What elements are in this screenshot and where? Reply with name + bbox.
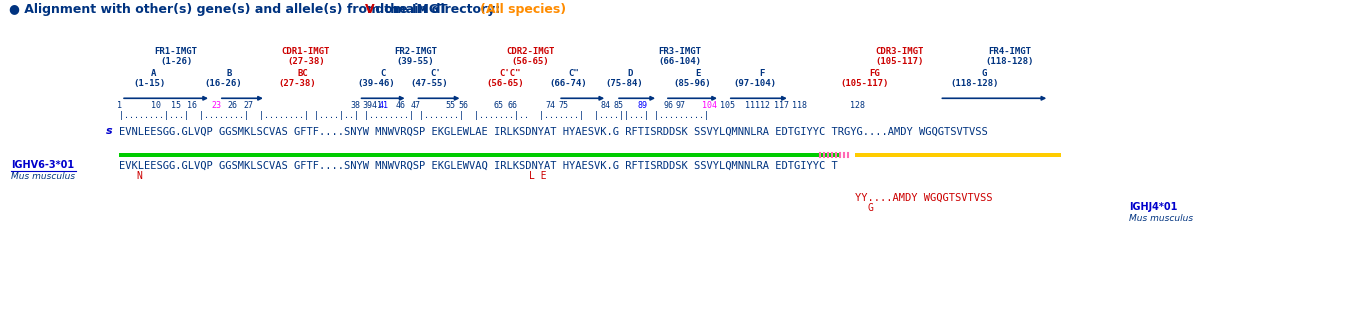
Text: (1-15): (1-15) <box>132 79 165 88</box>
Text: EVNLEESGG.GLVQP GGSMKLSCVAS GFTF....SNYW MNWVRQSP EKGLEWLAE IRLKSDNYAT HYAESVK.G: EVNLEESGG.GLVQP GGSMKLSCVAS GFTF....SNYW… <box>119 126 988 136</box>
Text: 26: 26 <box>228 101 238 110</box>
Text: (85-96): (85-96) <box>674 79 711 88</box>
Text: D: D <box>628 69 633 78</box>
Text: (27-38): (27-38) <box>288 57 324 66</box>
Text: N: N <box>136 171 142 181</box>
Text: 117: 117 <box>775 101 790 110</box>
Text: Mus musculus: Mus musculus <box>11 172 76 181</box>
Text: 23: 23 <box>211 101 221 110</box>
Text: C'C": C'C" <box>500 69 521 78</box>
Text: Mus musculus: Mus musculus <box>1129 214 1193 223</box>
Text: FG: FG <box>869 69 880 78</box>
Text: 46: 46 <box>396 101 405 110</box>
Text: B: B <box>227 69 232 78</box>
Text: (1-26): (1-26) <box>159 57 192 66</box>
Text: (56-65): (56-65) <box>486 79 524 88</box>
Text: (16-26): (16-26) <box>204 79 242 88</box>
Text: A: A <box>150 69 155 78</box>
Text: V: V <box>364 3 375 16</box>
Text: 74: 74 <box>545 101 555 110</box>
Text: C': C' <box>431 69 441 78</box>
Text: 105: 105 <box>721 101 736 110</box>
Text: IGHV6-3*01: IGHV6-3*01 <box>11 161 74 170</box>
Text: 10: 10 <box>151 101 161 110</box>
Text: (66-74): (66-74) <box>549 79 587 88</box>
Text: (39-46): (39-46) <box>358 79 396 88</box>
Text: 55: 55 <box>446 101 455 110</box>
Text: G: G <box>981 69 987 78</box>
Text: 27: 27 <box>244 101 254 110</box>
Text: 65: 65 <box>493 101 504 110</box>
Text: 1: 1 <box>116 101 122 110</box>
Text: FR3-IMGT: FR3-IMGT <box>659 47 702 56</box>
Text: (105-117): (105-117) <box>875 57 923 66</box>
Text: (105-117): (105-117) <box>841 79 888 88</box>
Text: IGHJ4*01: IGHJ4*01 <box>1129 202 1177 212</box>
Text: CDR3-IMGT: CDR3-IMGT <box>875 47 923 56</box>
Text: 97: 97 <box>676 101 686 110</box>
Text: 38: 38 <box>351 101 360 110</box>
Text: 96: 96 <box>663 101 674 110</box>
Text: 41: 41 <box>378 101 389 110</box>
Text: 128: 128 <box>850 101 865 110</box>
Text: (118-128): (118-128) <box>950 79 999 88</box>
Text: (47-55): (47-55) <box>410 79 448 88</box>
Text: (97-104): (97-104) <box>733 79 776 88</box>
Text: E: E <box>695 69 701 78</box>
Text: 3941: 3941 <box>363 101 382 110</box>
Text: 47: 47 <box>410 101 421 110</box>
Text: 75: 75 <box>559 101 568 110</box>
Text: 66: 66 <box>508 101 517 110</box>
Text: 11112: 11112 <box>745 101 771 110</box>
Text: (75-84): (75-84) <box>605 79 643 88</box>
Text: 15: 15 <box>171 101 181 110</box>
Text: 85: 85 <box>613 101 624 110</box>
Text: |........|...|  |........|  |........| |....|..| |........| |.......|  |.......|: |........|...| |........| |........| |..… <box>119 111 709 120</box>
Text: ● Alignment with other(s) gene(s) and allele(s) from the IMGT: ● Alignment with other(s) gene(s) and al… <box>9 3 452 16</box>
Text: L E: L E <box>529 171 547 181</box>
Text: 84: 84 <box>601 101 610 110</box>
Text: (39-55): (39-55) <box>397 57 435 66</box>
Text: G: G <box>868 203 873 213</box>
Text: 118: 118 <box>792 101 807 110</box>
Text: (27-38): (27-38) <box>278 79 316 88</box>
Text: (All species): (All species) <box>479 3 566 16</box>
Text: CDR1-IMGT: CDR1-IMGT <box>282 47 329 56</box>
Text: YY....AMDY WGQGTSVTVSS: YY....AMDY WGQGTSVTVSS <box>855 192 992 203</box>
Text: domain directory:: domain directory: <box>371 3 505 16</box>
Text: BC: BC <box>297 69 308 78</box>
Text: (66-104): (66-104) <box>659 57 702 66</box>
Text: FR1-IMGT: FR1-IMGT <box>154 47 197 56</box>
Text: (118-128): (118-128) <box>986 57 1034 66</box>
Text: FR2-IMGT: FR2-IMGT <box>394 47 437 56</box>
Text: (56-65): (56-65) <box>512 57 549 66</box>
Bar <box>119 153 840 157</box>
Text: CDR2-IMGT: CDR2-IMGT <box>506 47 555 56</box>
Text: 104: 104 <box>702 101 717 110</box>
Text: FR4-IMGT: FR4-IMGT <box>988 47 1031 56</box>
Text: 56: 56 <box>459 101 468 110</box>
Text: EVKLEESGG.GLVQP GGSMKLSCVAS GFTF....SNYW MNWVRQSP EKGLEWVAQ IRLKSDNYAT HYAESVK.G: EVKLEESGG.GLVQP GGSMKLSCVAS GFTF....SNYW… <box>119 161 838 170</box>
Text: 16: 16 <box>188 101 197 110</box>
Text: 89: 89 <box>637 101 647 110</box>
Bar <box>855 153 1061 157</box>
Text: C": C" <box>568 69 579 78</box>
Text: C: C <box>379 69 385 78</box>
Text: s: s <box>107 126 113 136</box>
Text: F: F <box>759 69 764 78</box>
